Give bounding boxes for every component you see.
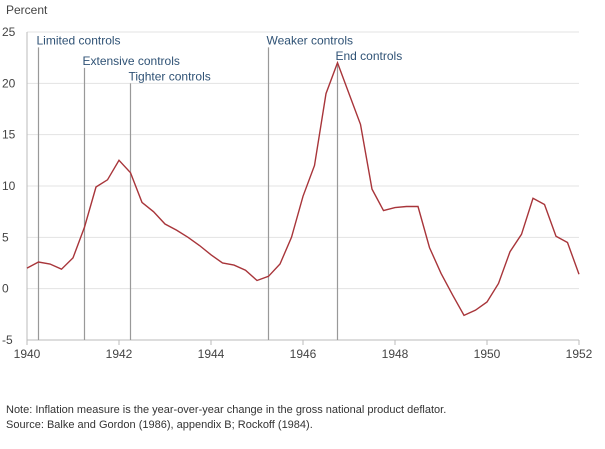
x-tick-label: 1952 — [566, 347, 593, 361]
control-annotation: Tighter controls — [129, 69, 211, 83]
x-tick-label: 1946 — [290, 347, 317, 361]
y-tick-label: 10 — [2, 179, 16, 193]
y-tick-label: 25 — [2, 25, 16, 39]
x-tick-label: 1944 — [198, 347, 225, 361]
chart-note: Note: Inflation measure is the year-over… — [6, 404, 447, 416]
control-annotation: Limited controls — [37, 33, 121, 47]
y-axis-label: Percent — [6, 3, 48, 17]
inflation-line — [26, 60, 580, 317]
y-tick-label: 0 — [2, 282, 9, 296]
control-annotation: End controls — [336, 49, 403, 63]
control-annotation: Extensive controls — [83, 54, 180, 68]
chart-source: Source: Balke and Gordon (1986), appendi… — [6, 419, 313, 431]
y-tick-label: -5 — [2, 333, 13, 347]
x-tick-label: 1940 — [14, 347, 41, 361]
inflation-chart: Percent Limited controls Extensive contro… — [2, 3, 593, 361]
y-tick-label: 15 — [2, 128, 16, 142]
x-tick-label: 1948 — [382, 347, 409, 361]
y-tick-label: 20 — [2, 76, 16, 90]
x-tick-label: 1942 — [106, 347, 133, 361]
x-tick-label: 1950 — [474, 347, 501, 361]
y-tick-label: 5 — [2, 230, 9, 244]
control-annotation: Weaker controls — [267, 33, 353, 47]
